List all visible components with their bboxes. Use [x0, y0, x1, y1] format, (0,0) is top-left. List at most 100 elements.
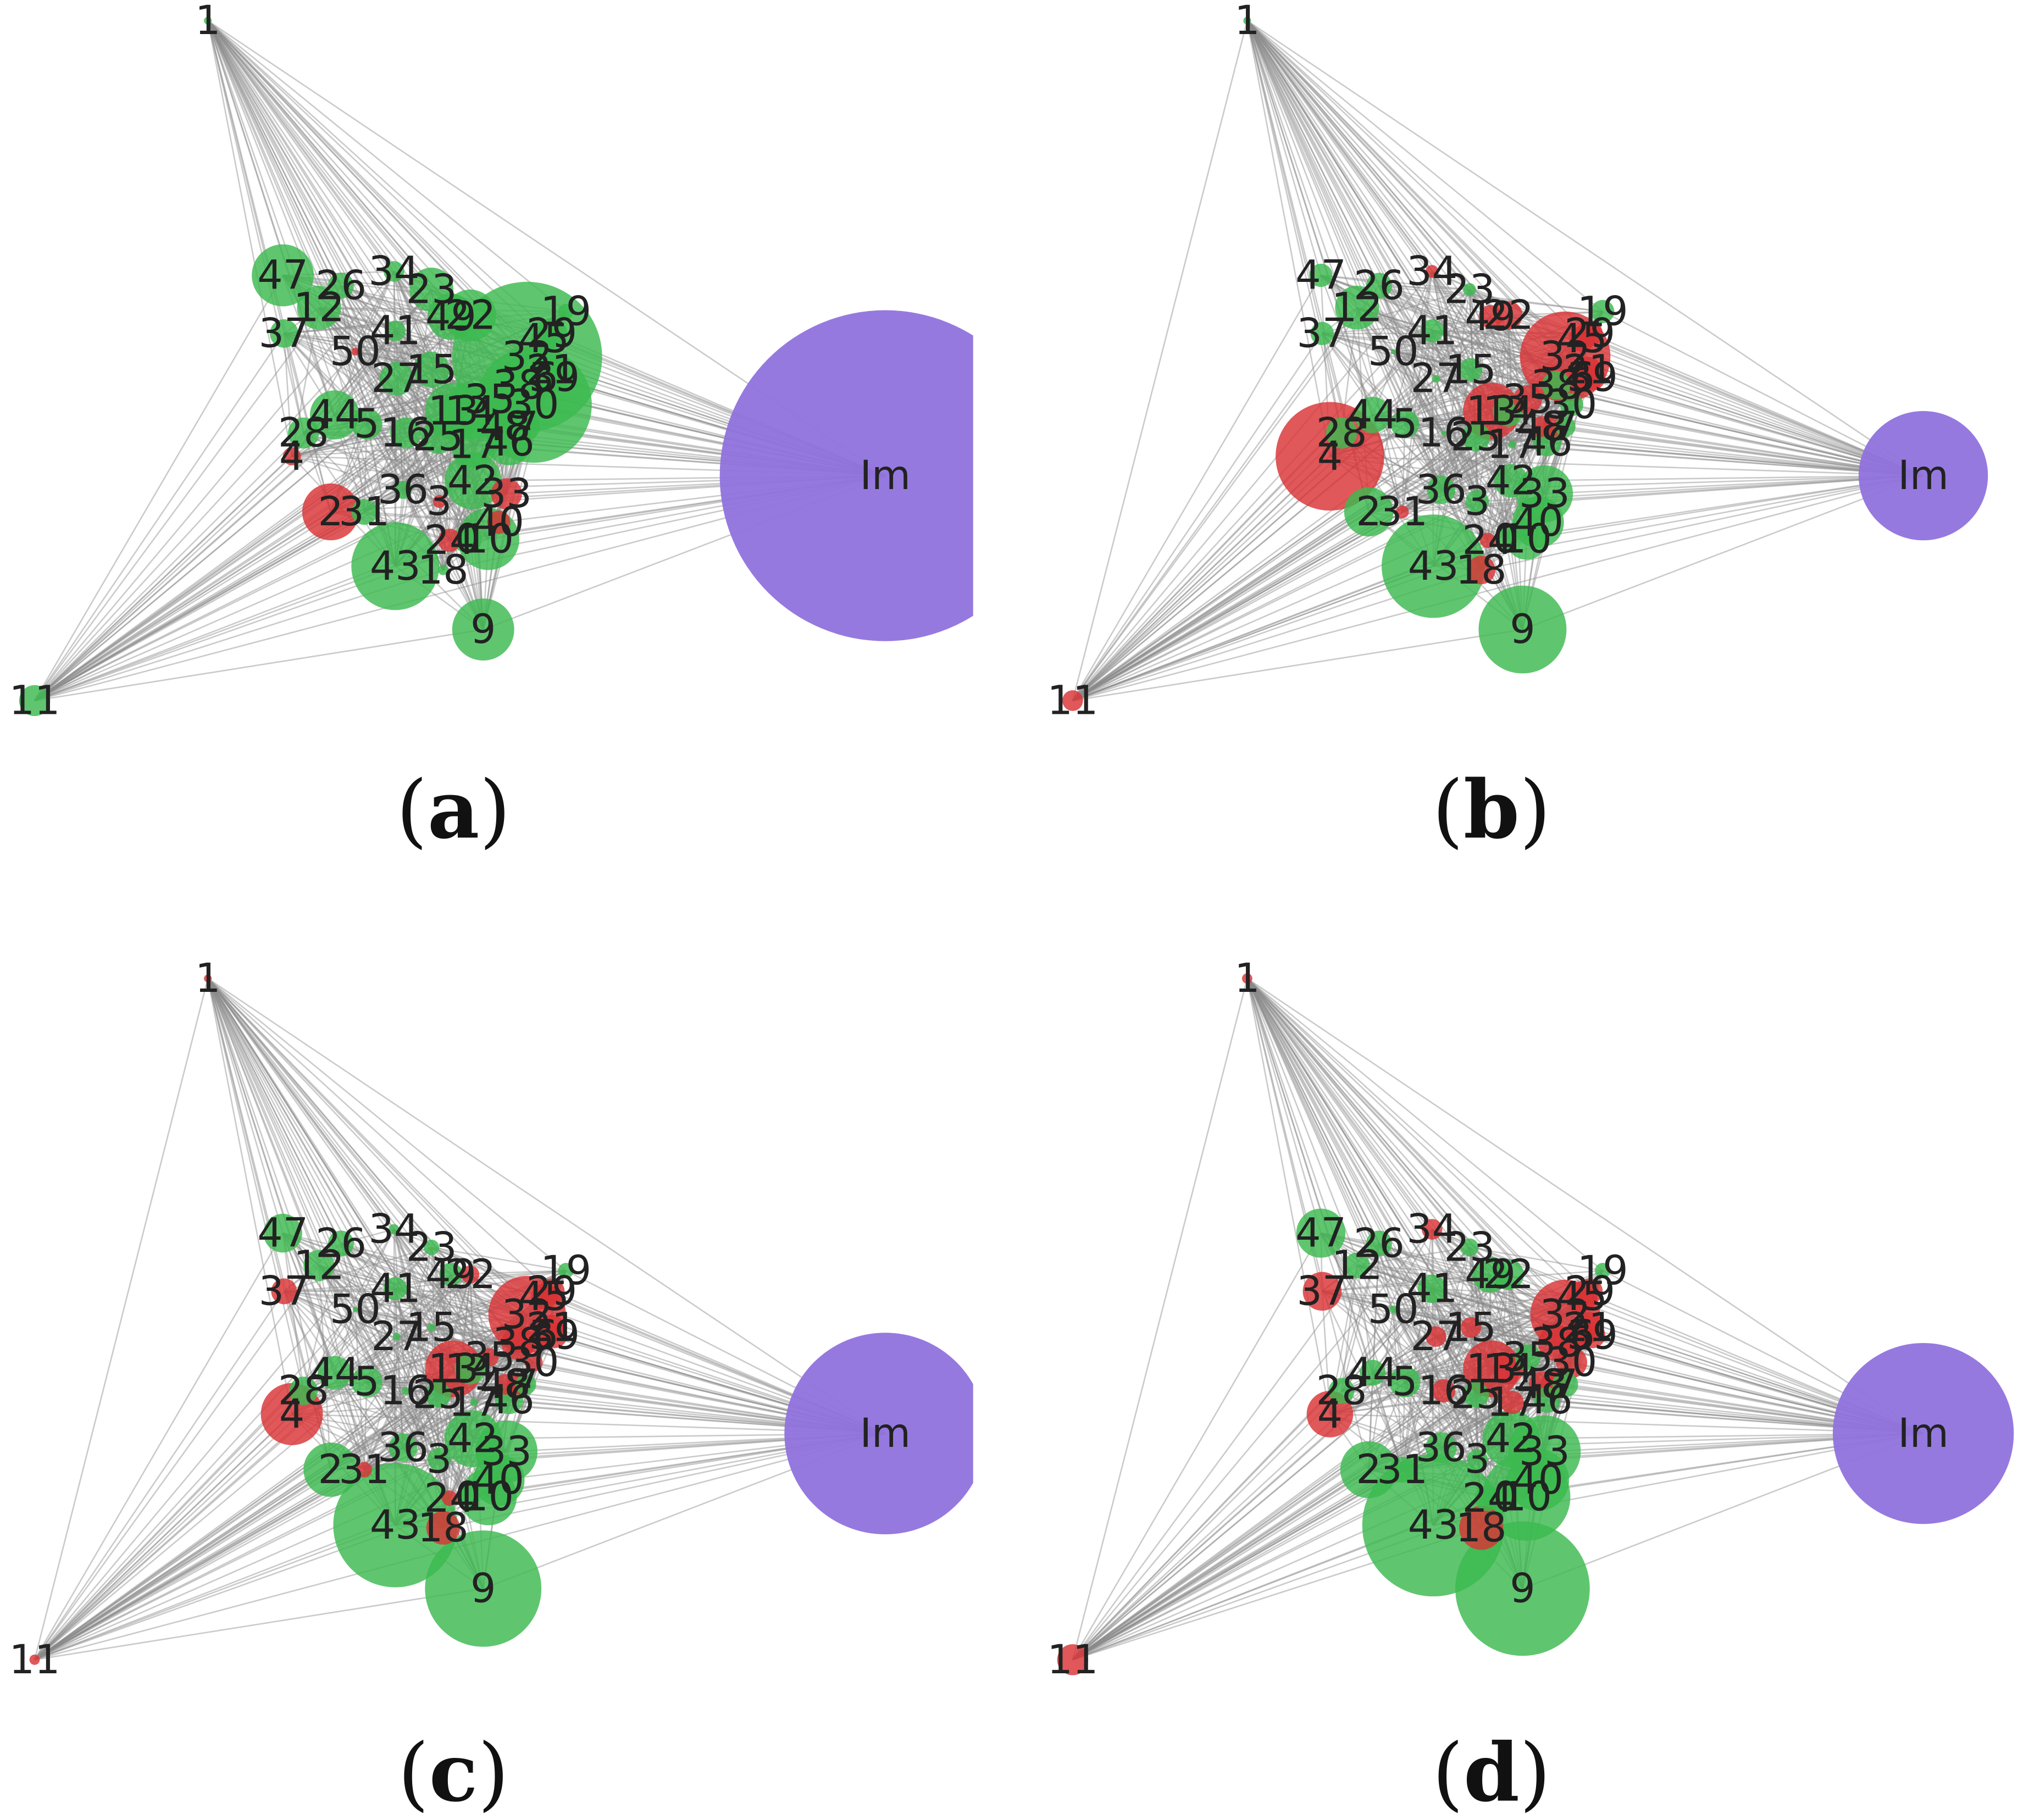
edge-34-5	[1404, 271, 1433, 424]
node-label-49: 49	[1465, 1251, 1516, 1298]
node-38	[501, 1326, 535, 1360]
edge-23-16	[1443, 1247, 1471, 1391]
edge-11-48	[34, 426, 506, 702]
node-27	[1432, 375, 1440, 383]
node-17	[470, 1399, 478, 1407]
edge-12-Im	[1356, 307, 1924, 476]
edge-23-5	[1404, 289, 1471, 425]
edge-1-45	[1246, 20, 1583, 340]
edge-1-47	[1246, 20, 1322, 276]
edge-11-13	[1072, 1368, 1492, 1661]
edge-11-13	[34, 410, 454, 701]
edge-50-42	[1393, 351, 1512, 481]
node-15	[413, 351, 450, 388]
edge-1-39	[1246, 20, 1593, 378]
edge-47-Im	[1321, 1232, 1924, 1434]
edge-41-Im	[1432, 330, 1924, 476]
node-label-2: 2	[318, 1446, 343, 1493]
edge-1-4	[1246, 20, 1331, 457]
node-label-22: 22	[1483, 292, 1534, 339]
edge-37-25	[1322, 1290, 1477, 1396]
node-label-12: 12	[293, 1242, 345, 1289]
node-49	[439, 1263, 463, 1286]
node-label-3: 3	[426, 478, 452, 525]
edge-23-37	[284, 1246, 432, 1292]
edge-34-31	[1401, 1229, 1433, 1470]
edge-26-3	[1378, 285, 1478, 502]
edge-42-Im	[1511, 475, 1923, 482]
edge-1-26	[207, 20, 342, 286]
node-label-44: 44	[1347, 392, 1398, 439]
edge-1-9	[1246, 20, 1523, 630]
node-2	[1344, 487, 1394, 537]
node-label-31: 31	[339, 489, 390, 535]
node-2	[302, 483, 359, 541]
node-11	[1057, 1644, 1089, 1675]
node-16	[1441, 430, 1446, 436]
edge-11-30	[1072, 1362, 1572, 1661]
edge-23-27	[1435, 289, 1471, 379]
edge-23-44	[334, 289, 433, 415]
node-label-12: 12	[293, 284, 345, 331]
node-37	[1310, 321, 1334, 346]
node-label-25: 25	[1450, 1372, 1501, 1418]
edge-1-46	[1246, 20, 1548, 443]
node-label-24: 24	[1462, 517, 1514, 564]
edge-1-17	[207, 978, 475, 1403]
edge-1-6	[1246, 978, 1583, 1336]
edge-50-9	[1393, 351, 1523, 630]
node-label-15: 15	[406, 1304, 457, 1351]
edge-9-Im	[1522, 475, 1924, 630]
edge-1-21	[1246, 978, 1589, 1328]
edge-11-5	[34, 423, 368, 701]
node-label-8: 8	[504, 1361, 529, 1408]
edge-26-2	[1368, 1243, 1380, 1470]
edge-1-6	[1246, 20, 1583, 378]
node-label-31: 31	[1377, 489, 1428, 535]
node-label-36: 36	[378, 1424, 429, 1471]
edge-11-9	[34, 629, 484, 702]
edge-49-31	[363, 316, 452, 513]
edge-34-46	[1431, 1229, 1548, 1401]
node-43	[1382, 514, 1485, 618]
edge-1-30	[1246, 978, 1572, 1363]
edge-11-44	[34, 414, 335, 701]
edge-47-31	[1320, 1233, 1403, 1470]
node-label-18: 18	[418, 547, 469, 593]
node-label-28: 28	[1316, 410, 1367, 457]
node-label-45: 45	[518, 315, 569, 362]
node-41	[1420, 319, 1444, 343]
edge-37-Im	[1322, 332, 1923, 476]
node-28	[1328, 1378, 1355, 1404]
edge-12-43	[318, 307, 396, 567]
edge-47-32	[282, 1232, 528, 1316]
node-label-35: 35	[464, 1334, 515, 1380]
edge-11-31	[34, 511, 365, 702]
edge-41-3	[395, 1288, 440, 1460]
node-49	[1478, 305, 1502, 329]
node-40	[487, 511, 511, 534]
edge-11-4	[34, 1413, 292, 1661]
edge-0-Im	[1505, 475, 1923, 540]
node-label-7: 7	[513, 403, 539, 450]
edge-37-15	[1322, 332, 1471, 371]
node-label-14: 14	[1483, 388, 1534, 435]
edge-11-41	[1072, 1288, 1433, 1661]
edge-49-2	[330, 1274, 452, 1471]
edge-1-24	[207, 20, 451, 541]
edge-5-17	[367, 1381, 474, 1403]
node-9	[452, 598, 514, 661]
edge-11-35	[34, 1356, 490, 1661]
node-18	[437, 564, 448, 575]
edge-12-30	[318, 1264, 534, 1363]
node-1	[1242, 973, 1252, 984]
node-41	[385, 320, 406, 341]
edge-42-31	[1402, 480, 1511, 513]
edge-1-23	[207, 978, 433, 1248]
edge-1-35	[207, 978, 491, 1358]
node-label-13: 13	[428, 388, 479, 435]
node-30	[1556, 1347, 1588, 1378]
edge-34-15	[393, 1229, 433, 1328]
node-16	[402, 1386, 410, 1395]
